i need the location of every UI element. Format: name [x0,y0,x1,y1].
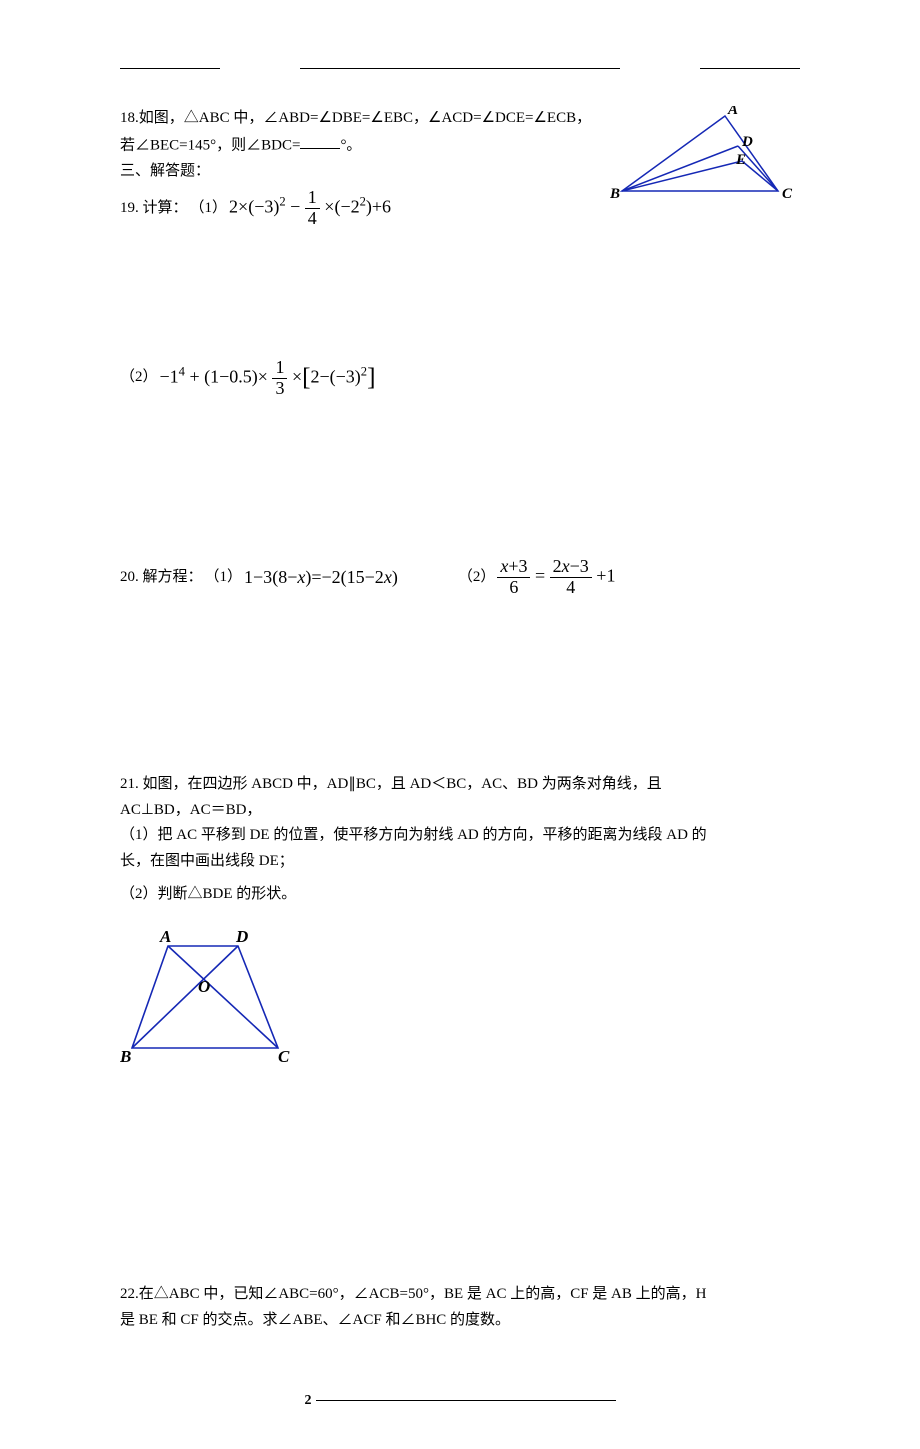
footer-rule [316,1400,616,1401]
spacer [120,622,800,772]
q18-line2-pre: 若∠BEC=145°，则∠BDC= [120,137,300,153]
q22-line1: 22.在△ABC 中，已知∠ABC=60°，∠ACB=50°，BE 是 AC 上… [120,1282,800,1308]
problem-19-part2: （2） −14 + (1−0.5)× 13 ×[2−(−3)2] [120,357,800,400]
q19-part2-label: （2） [120,365,158,391]
q20-part2-expression: x+36 = 2x−34 +1 [497,557,615,598]
q19-part1-label: （1） [190,196,228,222]
problem-18: 18.如图，△ABC 中，∠ABD=∠DBE=∠EBC，∠ACD=∠DCE=∠E… [120,106,800,233]
q21-line3: （1）把 AC 平移到 DE 的位置，使平移方向为射线 AD 的方向，平移的距离… [120,823,800,849]
page-footer: 2 [120,1393,800,1409]
problem-18-text: 18.如图，△ABC 中，∠ABD=∠DBE=∠EBC，∠ACD=∠DCE=∠E… [120,106,600,233]
q20-part2-label: （2） [458,565,496,591]
q21-line4: 长，在图中画出线段 DE； [120,849,800,875]
q19-label: 19. 计算： [120,196,188,222]
q21-line1: 21. 如图，在四边形 ABCD 中，AD∥BC，且 AD＜BC，AC、BD 为… [120,772,800,798]
header-rule-center [300,68,620,69]
problem-20-part1: 20. 解方程： （1） 1−3(8−x)=−2(15−2x) [120,562,398,593]
svg-text:B: B [120,1047,131,1066]
blank-fill [300,132,340,150]
spacer [120,1102,800,1282]
problem-20-part2: （2） x+36 = 2x−34 +1 [458,557,616,598]
q20-part1-label: （1） [205,565,243,591]
q21-line5: （2）判断△BDE 的形状。 [120,882,800,908]
problem-19-part1: 19. 计算： （1） 2×(−3)2 − 14 ×(−22)+6 [120,188,600,229]
header-rule [120,60,800,76]
trapezoid-abcd-svg: A D B C O [120,928,320,1073]
svg-text:A: A [159,928,171,946]
header-rule-left [120,68,220,69]
problem-21: 21. 如图，在四边形 ABCD 中，AD∥BC，且 AD＜BC，AC、BD 为… [120,772,800,1082]
q19-part1-expression: 2×(−3)2 − 14 ×(−22)+6 [229,188,391,229]
svg-text:B: B [610,186,620,202]
q18-line2: 若∠BEC=145°，则∠BDC= °。 [120,132,600,159]
q22-line2: 是 BE 和 CF 的交点。求∠ABE、∠ACF 和∠BHC 的度数。 [120,1308,800,1334]
svg-text:C: C [278,1047,290,1066]
svg-text:D: D [235,928,248,946]
spacer [120,253,800,353]
q18-line2-post: °。 [340,137,361,153]
problem-20: 20. 解方程： （1） 1−3(8−x)=−2(15−2x) （2） x+36… [120,553,800,602]
problem-21-figure: A D B C O [120,928,800,1083]
q20-part1-expression: 1−3(8−x)=−2(15−2x) [244,562,398,593]
svg-text:A: A [727,106,738,118]
header-rule-right [700,68,800,69]
q19-part2-expression: −14 + (1−0.5)× 13 ×[2−(−3)2] [160,357,376,400]
problem-18-figure: A B C D E [610,106,800,216]
q20-label: 20. 解方程： [120,565,203,591]
page-number: 2 [305,1393,312,1409]
problem-22: 22.在△ABC 中，已知∠ABC=60°，∠ACB=50°，BE 是 AC 上… [120,1282,800,1333]
q21-line2: AC⊥BD，AC＝BD， [120,798,800,824]
q18-line1: 18.如图，△ABC 中，∠ABD=∠DBE=∠EBC，∠ACD=∠DCE=∠E… [120,106,600,132]
svg-text:D: D [741,134,753,150]
svg-text:E: E [735,152,746,168]
svg-text:O: O [198,977,210,996]
svg-text:C: C [782,186,793,202]
triangle-abc-svg: A B C D E [610,106,800,206]
section-3-title: 三、解答题： [120,159,600,185]
spacer [120,403,800,553]
